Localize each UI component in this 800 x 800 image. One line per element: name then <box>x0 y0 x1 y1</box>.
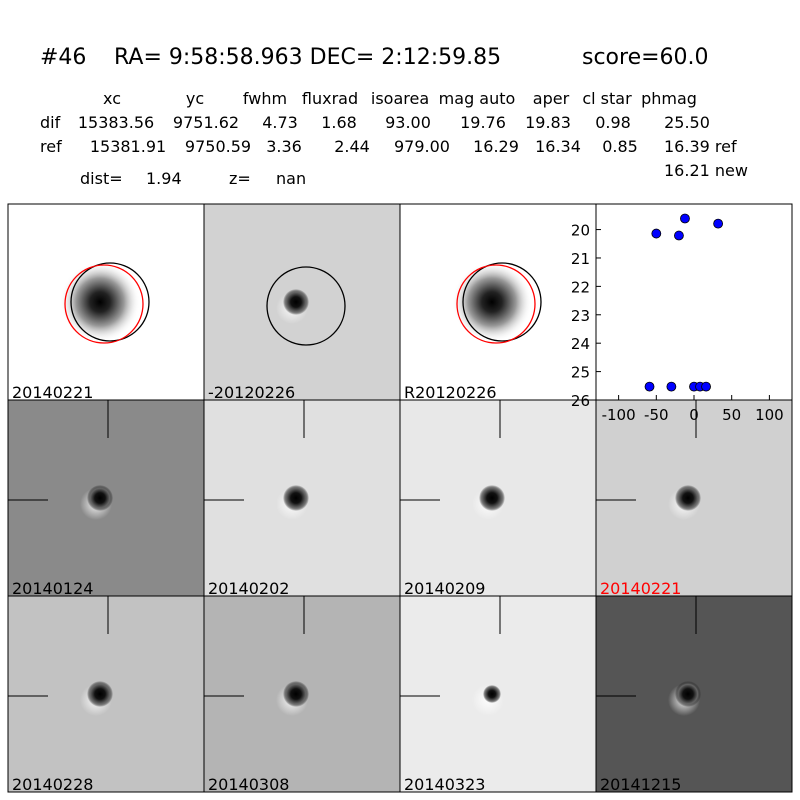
table-cell: 9750.59 <box>185 137 251 156</box>
table-cell: 3.36 <box>266 137 302 156</box>
column-header: yc <box>186 89 204 108</box>
column-header: xc <box>103 89 121 108</box>
point <box>644 381 655 392</box>
y-tick-label: 25 <box>571 364 590 382</box>
dist-label: dist= <box>80 169 123 188</box>
x-tick-label: 50 <box>722 406 741 424</box>
aperture-ref <box>64 264 144 344</box>
y-tick-label: 21 <box>571 250 590 268</box>
panel-label: 20140323 <box>404 775 485 794</box>
candidate-id: #46 <box>40 45 86 70</box>
table-cell: 2.44 <box>334 137 370 156</box>
row-label: dif <box>40 113 61 132</box>
table-cell: 93.00 <box>385 113 431 132</box>
point <box>680 213 690 224</box>
table-cell: 15383.56 <box>78 113 154 132</box>
column-header: isoarea <box>371 89 429 108</box>
column-header: mag auto <box>439 89 516 108</box>
point <box>701 381 711 392</box>
panel-label: 20140202 <box>208 579 289 598</box>
coordinates: RA= 9:58:58.963 DEC= 2:12:59.85 <box>114 45 501 70</box>
table-cell: 19.83 <box>525 113 571 132</box>
table-cell: 19.76 <box>460 113 506 132</box>
new-mag: 16.21 new <box>664 161 748 180</box>
table-cell: 0.85 <box>602 137 638 156</box>
column-header: fluxrad <box>302 89 358 108</box>
z-value: nan <box>276 169 306 188</box>
source-blob <box>283 681 309 707</box>
table-cell: 16.34 <box>535 137 581 156</box>
x-tick-label: 100 <box>755 406 784 424</box>
panel-label: 20140228 <box>12 775 93 794</box>
y-tick-label: 20 <box>571 222 590 240</box>
source-blob <box>483 685 501 703</box>
column-header: cl star <box>582 89 632 108</box>
x-tick-label: -100 <box>602 406 636 424</box>
source-blob <box>283 289 309 315</box>
panel-label: 20140124 <box>12 579 93 598</box>
panel-label: 20140209 <box>404 579 485 598</box>
plot-area <box>595 203 793 401</box>
column-header: fwhm <box>243 89 287 108</box>
table-cell: 0.98 <box>595 113 631 132</box>
column-header: aper <box>533 89 570 108</box>
table-cell: 25.50 <box>664 113 710 132</box>
panel-label: 20140221 <box>12 383 93 402</box>
panel-label: -20120226 <box>208 383 295 402</box>
point <box>666 381 677 392</box>
source-blob <box>675 681 701 707</box>
x-tick-label: -50 <box>644 406 669 424</box>
table-cell: 16.39 ref <box>664 137 737 156</box>
x-tick-label: 0 <box>689 406 699 424</box>
z-label: z= <box>229 169 251 188</box>
source-blob <box>675 485 701 511</box>
table-cell: 4.73 <box>262 113 298 132</box>
source-blob <box>479 485 505 511</box>
dist-value: 1.94 <box>146 169 182 188</box>
y-tick-label: 24 <box>571 335 590 353</box>
point <box>713 218 724 229</box>
table-cell: 1.68 <box>321 113 357 132</box>
y-tick-label: 22 <box>571 278 590 296</box>
table-cell: 9751.62 <box>173 113 239 132</box>
point <box>674 230 684 241</box>
source-blob <box>87 681 113 707</box>
y-tick-label: 23 <box>571 307 590 325</box>
aperture <box>462 262 542 342</box>
column-header: phmag <box>641 89 697 108</box>
panel-label: 20141215 <box>600 775 681 794</box>
aperture-ref <box>456 264 536 344</box>
source-blob <box>283 485 309 511</box>
source-blob <box>452 262 532 342</box>
table-cell: 16.29 <box>473 137 519 156</box>
score: score=60.0 <box>582 45 709 70</box>
table-cell: 979.00 <box>394 137 450 156</box>
row-label: ref <box>40 137 62 156</box>
aperture <box>70 262 150 342</box>
panel-label: R20120226 <box>404 383 497 402</box>
panel-label: 20140308 <box>208 775 289 794</box>
point <box>651 228 662 239</box>
y-tick-label: 26 <box>571 392 590 410</box>
source-blob <box>87 485 113 511</box>
table-cell: 15381.91 <box>90 137 166 156</box>
source-blob <box>60 262 140 342</box>
panel-label: 20140221 <box>600 579 681 598</box>
aperture <box>266 266 346 346</box>
